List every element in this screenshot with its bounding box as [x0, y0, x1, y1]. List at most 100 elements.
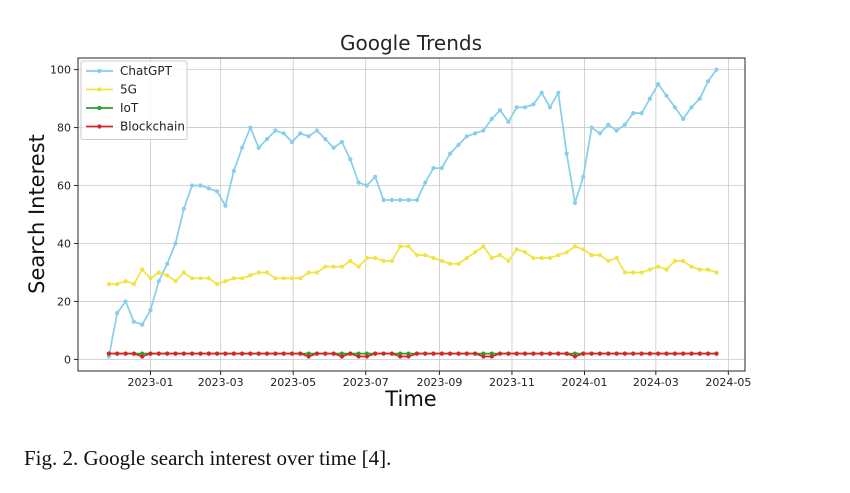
- data-point-chatgpt: [173, 241, 178, 246]
- data-point-blockchain: [456, 351, 461, 356]
- data-point-chatgpt: [181, 206, 186, 211]
- data-point-5g: [681, 258, 686, 263]
- data-point-blockchain: [381, 351, 386, 356]
- data-point-chatgpt: [281, 131, 286, 136]
- data-point-chatgpt: [414, 197, 419, 203]
- legend-marker-iot: [97, 105, 102, 111]
- data-point-blockchain: [672, 351, 678, 356]
- data-point-5g: [148, 276, 153, 281]
- data-point-blockchain: [606, 351, 611, 356]
- data-point-blockchain: [681, 351, 686, 356]
- data-point-chatgpt: [298, 131, 303, 136]
- data-point-iot: [140, 351, 145, 356]
- plot-frame: [77, 57, 746, 372]
- data-point-blockchain: [281, 351, 286, 356]
- data-point-chatgpt: [364, 183, 369, 188]
- data-point-blockchain: [256, 351, 261, 356]
- data-point-5g: [223, 279, 228, 284]
- data-point-5g: [314, 270, 320, 275]
- data-point-blockchain: [331, 351, 336, 356]
- data-point-chatgpt: [489, 116, 494, 121]
- data-point-5g: [273, 276, 278, 281]
- y-tick-label: 40: [57, 237, 71, 250]
- data-point-chatgpt: [115, 310, 120, 316]
- data-point-chatgpt: [106, 354, 111, 359]
- data-point-5g: [656, 264, 661, 269]
- x-tick-label: 2023-09: [416, 376, 462, 389]
- data-point-blockchain: [231, 351, 236, 356]
- data-point-chatgpt: [656, 82, 661, 87]
- series-blockchain: [106, 351, 719, 359]
- data-point-chatgpt: [522, 105, 528, 110]
- data-point-5g: [414, 253, 419, 258]
- data-point-5g: [531, 255, 536, 261]
- data-point-blockchain: [306, 354, 311, 359]
- data-point-5g: [697, 267, 702, 272]
- data-point-5g: [473, 250, 478, 255]
- data-point-blockchain: [348, 351, 353, 356]
- data-point-5g: [215, 282, 220, 287]
- y-tick-label: 20: [57, 295, 71, 308]
- data-point-chatgpt: [148, 308, 153, 313]
- data-point-5g: [131, 282, 136, 287]
- data-point-chatgpt: [406, 197, 411, 203]
- data-point-chatgpt: [190, 183, 195, 188]
- data-point-blockchain: [414, 351, 419, 356]
- data-point-chatgpt: [215, 189, 220, 194]
- data-point-blockchain: [589, 351, 594, 356]
- data-point-chatgpt: [439, 166, 444, 171]
- data-point-blockchain: [389, 351, 394, 356]
- data-point-chatgpt: [547, 105, 553, 110]
- data-point-blockchain: [273, 351, 278, 356]
- data-point-chatgpt: [448, 151, 453, 156]
- data-point-iot: [481, 351, 486, 356]
- data-point-5g: [464, 255, 469, 261]
- data-point-chatgpt: [331, 145, 336, 150]
- data-point-5g: [522, 250, 528, 255]
- data-point-5g: [248, 273, 253, 278]
- data-point-blockchain: [206, 351, 211, 356]
- data-point-5g: [448, 261, 453, 266]
- grid-lines: [78, 58, 745, 371]
- data-point-5g: [231, 276, 236, 281]
- data-point-blockchain: [597, 351, 603, 356]
- data-point-5g: [431, 255, 436, 261]
- data-point-5g: [481, 244, 486, 249]
- data-point-5g: [589, 253, 594, 258]
- data-point-5g: [264, 270, 270, 275]
- data-point-chatgpt: [431, 166, 436, 171]
- data-point-5g: [106, 282, 111, 287]
- data-point-5g: [181, 270, 186, 275]
- y-axis-label: Search Interest: [25, 134, 49, 294]
- data-point-blockchain: [614, 351, 619, 356]
- data-point-chatgpt: [606, 122, 611, 127]
- data-point-blockchain: [298, 351, 303, 356]
- data-point-chatgpt: [206, 186, 211, 191]
- data-point-5g: [306, 270, 311, 275]
- data-point-5g: [206, 276, 211, 281]
- x-axis-label: Time: [384, 387, 436, 411]
- data-point-5g: [647, 267, 653, 272]
- data-point-chatgpt: [689, 105, 694, 110]
- data-point-5g: [115, 282, 120, 287]
- figure-caption: Fig. 2. Google search interest over time…: [24, 446, 392, 470]
- legend-box: [80, 60, 188, 140]
- data-point-5g: [597, 253, 603, 258]
- data-point-chatgpt: [306, 134, 311, 139]
- data-point-blockchain: [156, 351, 161, 356]
- x-tick-label: 2024-01: [562, 376, 608, 389]
- data-point-iot: [306, 351, 311, 356]
- data-point-blockchain: [481, 354, 486, 359]
- data-point-blockchain: [323, 351, 328, 356]
- series-5g: [106, 244, 719, 287]
- data-point-blockchain: [622, 351, 628, 356]
- data-point-chatgpt: [639, 111, 644, 116]
- data-point-chatgpt: [123, 299, 128, 304]
- legend-label-5g: 5G: [120, 83, 137, 97]
- data-point-5g: [406, 244, 411, 249]
- legend-label-iot: IoT: [120, 101, 139, 115]
- data-point-5g: [398, 244, 403, 249]
- data-point-blockchain: [656, 351, 661, 356]
- data-point-chatgpt: [156, 279, 161, 284]
- data-point-iot: [489, 351, 494, 356]
